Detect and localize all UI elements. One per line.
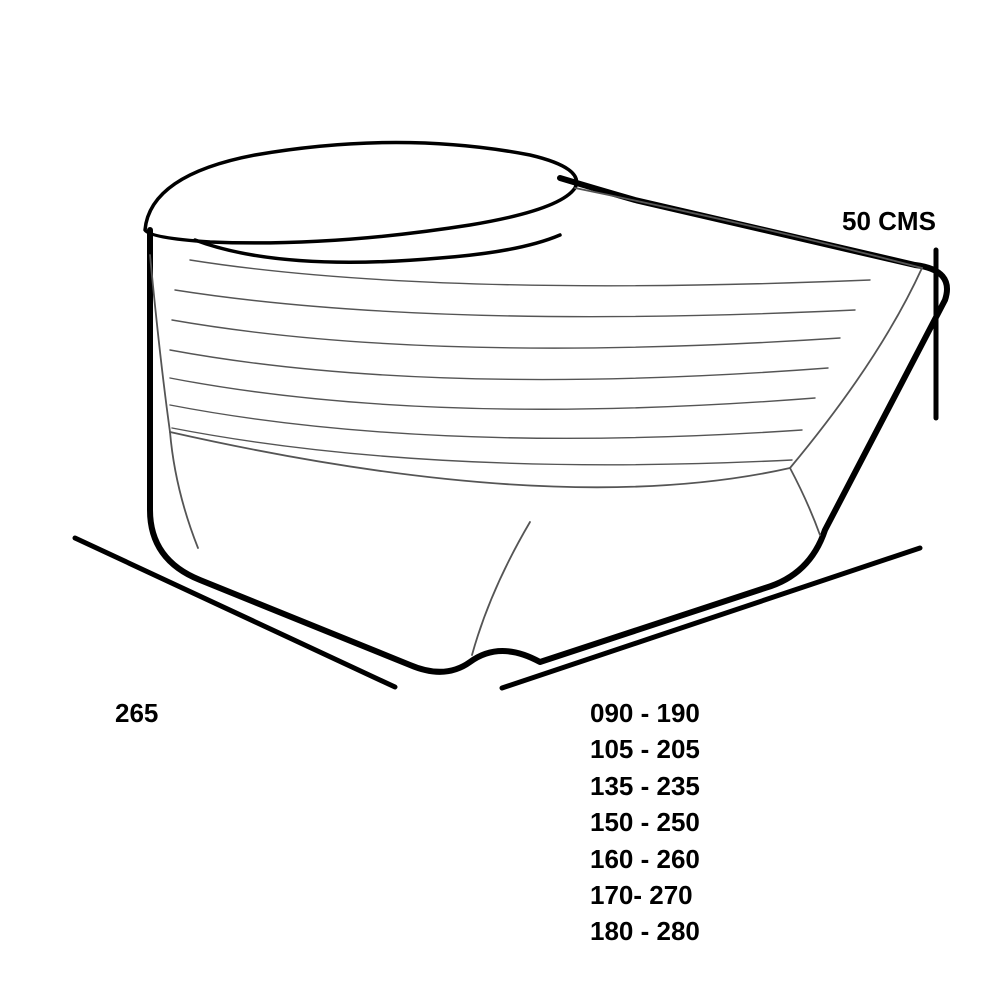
size-row: 135 - 235: [590, 768, 700, 804]
size-row: 090 - 190: [590, 695, 700, 731]
size-row: 150 - 250: [590, 804, 700, 840]
height-label: 50 CMS: [842, 206, 936, 237]
size-row: 105 - 205: [590, 731, 700, 767]
length-label: 265: [115, 698, 158, 729]
size-row: 160 - 260: [590, 841, 700, 877]
size-row: 180 - 280: [590, 913, 700, 949]
size-table: 090 - 190 105 - 205 135 - 235 150 - 250 …: [590, 695, 700, 950]
bed-diagram: [0, 0, 1000, 1000]
size-row: 170- 270: [590, 877, 700, 913]
